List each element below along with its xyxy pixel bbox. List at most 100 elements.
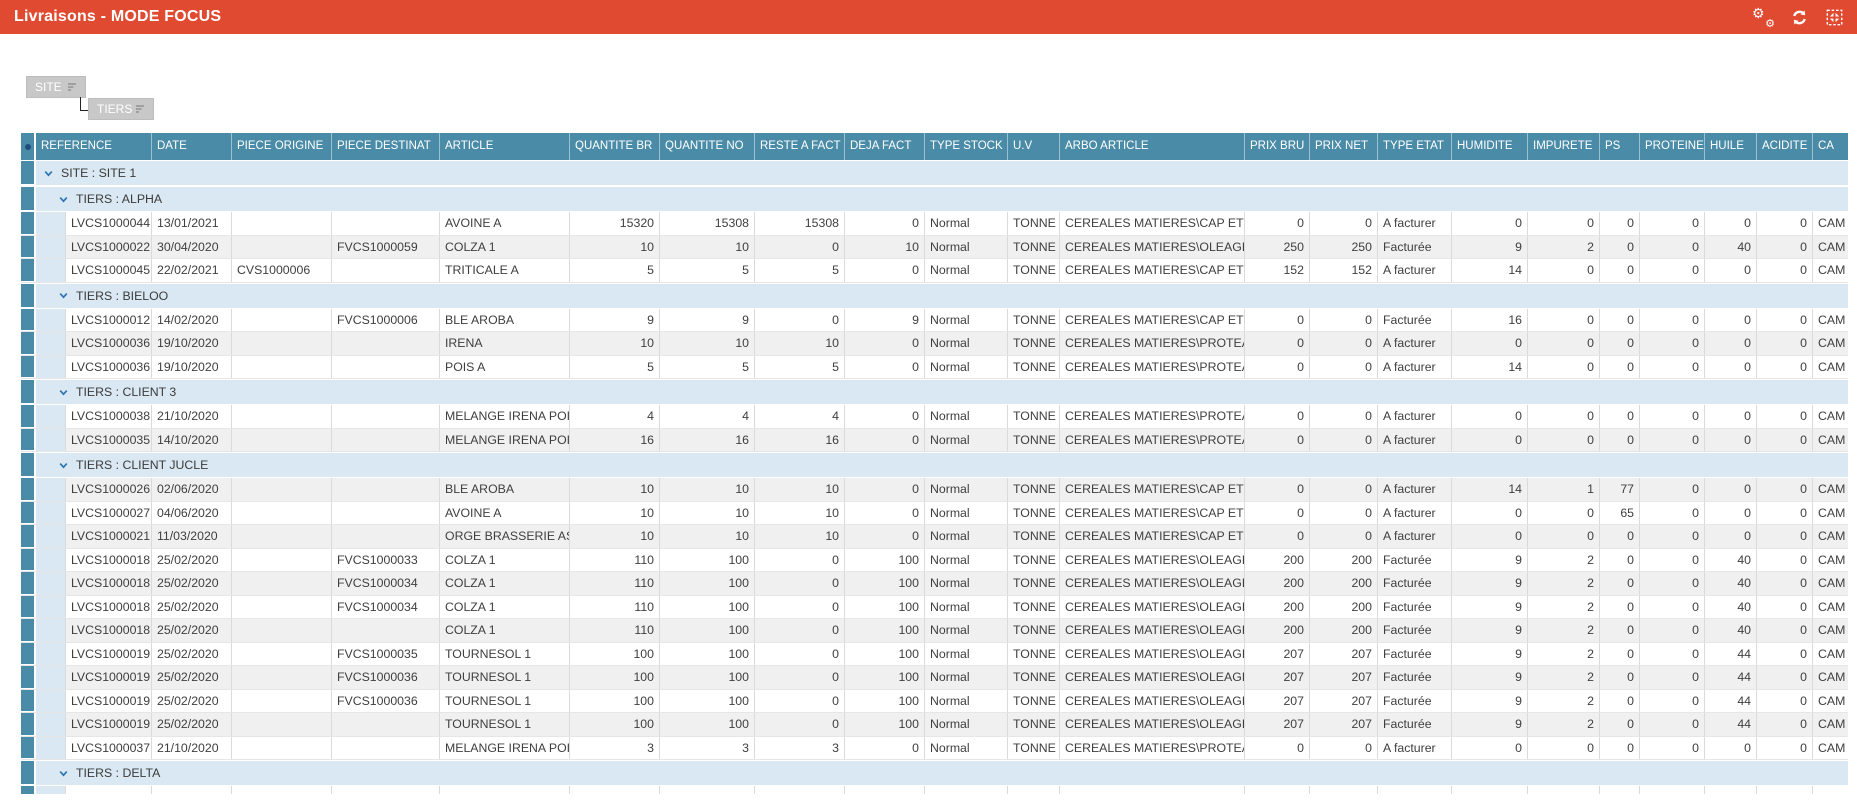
table-row[interactable]: LVCS1000044 13/01/2021 AVOINE A 15320 15308 1… — [21, 212, 1848, 236]
cell-ca: CAM — [1813, 713, 1848, 736]
column-header-acidite[interactable]: ACIDITE — [1757, 133, 1813, 160]
table-row[interactable]: LVCS1000038 21/10/2020 MELANGE IRENA POI 4 4… — [21, 405, 1848, 429]
cell-quantite-br: 5 — [570, 259, 660, 282]
group-row[interactable]: TIERS : DELTA — [21, 760, 1848, 786]
group-row[interactable]: TIERS : BIELOO — [21, 282, 1848, 309]
column-header-quantite-br[interactable]: QUANTITE BR — [570, 133, 660, 160]
chevron-down-icon[interactable] — [58, 194, 69, 205]
group-indent — [36, 501, 66, 524]
table-row[interactable]: LVCS1000019 25/02/2020 FVCS1000036 TOURNESO… — [21, 689, 1848, 713]
table-row[interactable]: LVCS1000036 19/10/2020 POIS A 5 5 5 0 Normal TON… — [21, 355, 1848, 379]
refresh-icon[interactable] — [1790, 8, 1808, 26]
column-header-quantite-no[interactable]: QUANTITE NO — [660, 133, 755, 160]
table-row[interactable]: LVCS1000012 14/02/2020 FVCS1000006 BLE AROB… — [21, 308, 1848, 332]
group-indent — [36, 595, 66, 618]
cell-type-etat — [1378, 786, 1452, 794]
table-row[interactable]: LVCS1000037 21/10/2020 MELANGE IRENA POI 3 3… — [21, 736, 1848, 760]
cell-deja-fact: 100 — [845, 595, 925, 618]
column-header-deja-fact[interactable]: DEJA FACT — [845, 133, 925, 160]
group-chip-site-label: SITE — [35, 80, 62, 94]
cell-acidite: 0 — [1757, 666, 1813, 689]
cell-reference: LVCS1000018 — [66, 619, 152, 642]
cell-prix-net: 200 — [1310, 619, 1378, 642]
cell-ca: CAM — [1813, 549, 1848, 572]
cell-quantite-no: 3 — [660, 736, 755, 759]
chevron-down-icon[interactable] — [58, 387, 69, 398]
cell-quantite-no: 10 — [660, 235, 755, 258]
group-row[interactable]: TIERS : CLIENT 3 — [21, 379, 1848, 405]
cell-huile: 0 — [1705, 736, 1757, 759]
cell-ps: 0 — [1600, 548, 1640, 571]
chevron-down-icon[interactable] — [58, 290, 69, 301]
cell-prix-bru: 0 — [1245, 332, 1310, 355]
cell-impurete: 1 — [1528, 478, 1600, 501]
table-row[interactable]: LVCS1000019 25/02/2020 TOURNESOL 1 100 100 0 1… — [21, 713, 1848, 737]
chevron-down-icon[interactable] — [43, 168, 54, 179]
cell-type-etat: Facturée — [1378, 642, 1452, 665]
column-header-type-etat[interactable]: TYPE ETAT — [1378, 133, 1452, 160]
table-row[interactable] — [21, 786, 1848, 794]
gears-icon[interactable]: ⚙ ⚙ — [1752, 5, 1775, 30]
cell-u-v: TONNE — [1008, 689, 1060, 712]
cell-impurete: 2 — [1528, 235, 1600, 258]
column-header-arbo-article[interactable]: ARBO ARTICLE — [1060, 133, 1245, 160]
table-row[interactable]: LVCS1000035 14/10/2020 MELANGE IRENA POI 16… — [21, 428, 1848, 452]
group-chip-tiers[interactable]: TIERS — [88, 98, 154, 120]
collapse-icon[interactable] — [1825, 8, 1843, 26]
table-row[interactable]: LVCS1000026 02/06/2020 BLE AROBA 10 10 10 0 Nor… — [21, 478, 1848, 502]
group-label: TIERS : CLIENT 3 — [76, 385, 177, 399]
cell-piece-destinat — [332, 619, 440, 642]
column-header-ca[interactable]: CA — [1813, 133, 1848, 160]
cell-piece-origine — [232, 355, 332, 378]
cell-type-stock: Normal — [925, 619, 1008, 642]
column-header-reference[interactable]: REFERENCE — [36, 133, 152, 160]
cell-type-etat: A facturer — [1378, 355, 1452, 378]
column-header-huile[interactable]: HUILE — [1705, 133, 1757, 160]
cell-date: 25/02/2020 — [152, 642, 232, 665]
table-row[interactable]: LVCS1000027 04/06/2020 AVOINE A 10 10 10 0 Norm… — [21, 501, 1848, 525]
chevron-down-icon[interactable] — [58, 768, 69, 779]
group-chip-site[interactable]: SITE — [26, 76, 86, 98]
column-header-reste-a-fact[interactable]: RESTE A FACT — [755, 133, 845, 160]
column-header-piece-destinat[interactable]: PIECE DESTINAT — [332, 133, 440, 160]
table-row[interactable]: LVCS1000018 25/02/2020 COLZA 1 110 100 0 100 No… — [21, 619, 1848, 643]
table-row[interactable]: LVCS1000019 25/02/2020 FVCS1000035 TOURNESO… — [21, 642, 1848, 666]
column-header-u-v[interactable]: U.V — [1008, 133, 1060, 160]
cell-date: 25/02/2020 — [152, 619, 232, 642]
cell-type-stock: Normal — [925, 428, 1008, 451]
cell-piece-origine — [232, 235, 332, 258]
group-row[interactable]: TIERS : ALPHA — [21, 186, 1848, 212]
column-header-date[interactable]: DATE — [152, 133, 232, 160]
column-header-article[interactable]: ARTICLE — [440, 133, 570, 160]
column-header-prix-net[interactable]: PRIX NET — [1310, 133, 1378, 160]
table-row[interactable]: LVCS1000021 11/03/2020 ORGE BRASSERIE ASP 1… — [21, 525, 1848, 549]
cell-reste-a-fact: 10 — [755, 332, 845, 355]
column-header-impurete[interactable]: IMPURETE — [1528, 133, 1600, 160]
table-row[interactable]: LVCS1000036 19/10/2020 IRENA 10 10 10 0 Normal T… — [21, 332, 1848, 356]
cell-deja-fact: 0 — [845, 428, 925, 451]
cell-type-etat: A facturer — [1378, 332, 1452, 355]
table-row[interactable]: LVCS1000045 22/02/2021 CVS1000006 TRITICALE… — [21, 259, 1848, 283]
column-header-proteine[interactable]: PROTEINE — [1640, 133, 1705, 160]
column-header-ps[interactable]: PS — [1600, 133, 1640, 160]
group-row[interactable]: SITE : SITE 1 — [21, 160, 1848, 186]
cell-type-stock: Normal — [925, 548, 1008, 571]
header-row: REFERENCE DATE PIECE ORIGINE PIECE DESTINAT… — [21, 133, 1848, 160]
cell-huile: 44 — [1705, 689, 1757, 712]
column-header-type-stock[interactable]: TYPE STOCK — [925, 133, 1008, 160]
cell-quantite-br: 10 — [570, 478, 660, 501]
column-header-prix-bru[interactable]: PRIX BRU — [1245, 133, 1310, 160]
cell-proteine: 0 — [1640, 736, 1705, 759]
chevron-down-icon[interactable] — [58, 460, 69, 471]
column-header-piece-origine[interactable]: PIECE ORIGINE — [232, 133, 332, 160]
cell-acidite: 0 — [1757, 405, 1813, 428]
cell-acidite: 0 — [1757, 595, 1813, 618]
column-header-humidite[interactable]: HUMIDITE — [1452, 133, 1528, 160]
cell-date: 25/02/2020 — [152, 572, 232, 595]
group-row[interactable]: TIERS : CLIENT JUCLE — [21, 452, 1848, 478]
table-row[interactable]: LVCS1000019 25/02/2020 FVCS1000036 TOURNESO… — [21, 666, 1848, 690]
